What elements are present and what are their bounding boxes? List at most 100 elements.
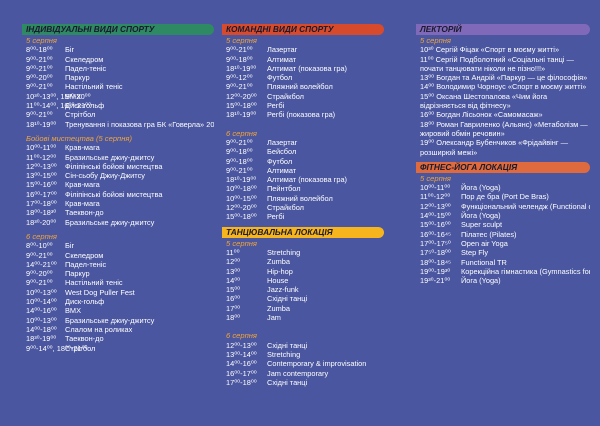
lecture-item: 11⁰⁰ Сергій Подболотний «Соціальні танці… — [420, 54, 574, 73]
schedule-activity: Корекційна гімнастика (Gymnastics for bo… — [461, 266, 590, 276]
schedule-time: 9⁰⁰-18⁰⁰ — [226, 54, 253, 64]
schedule-time: 16⁰⁰-17⁰⁰ — [26, 189, 57, 199]
schedule-activity: Скеледром — [65, 250, 104, 260]
schedule-row: 19³⁰-21⁰⁰ Йога (Yoga) — [416, 276, 590, 285]
schedule-activity: Настільний теніс — [65, 278, 123, 288]
schedule-row: 14⁰⁰-21⁰⁰ Падел-теніс — [22, 260, 214, 269]
schedule-row: 12⁰⁰ Zumba — [222, 257, 384, 266]
schedule-activity: Пілатес (Pilates) — [461, 229, 517, 239]
date-label: 5 серпня — [420, 36, 451, 45]
schedule-row: 11⁰⁰ Stretching — [222, 248, 384, 257]
schedule-row: 9⁰⁰-18⁰⁰ Футбол — [222, 157, 384, 166]
lecture-item: 14⁰⁰ Володимир Чорноус «Спорт в моєму жи… — [420, 82, 587, 92]
schedule-time: 12⁰⁰-13⁰⁰ — [26, 161, 57, 171]
schedule-row: 18¹⁰-19⁰⁰ Регбі (показова гра) — [222, 110, 384, 119]
schedule-time: 8⁰⁰-18⁰⁰ — [26, 45, 53, 55]
schedule-activity: Падел-теніс — [65, 259, 107, 269]
schedule-activity: Алтимат — [267, 165, 297, 175]
schedule-activity: Скеледром — [65, 54, 104, 64]
schedule-activity: Hip-hop — [267, 266, 293, 276]
schedule-row: 17⁵⁰-18⁰⁰ Step Fly — [416, 248, 590, 257]
schedule-row: 8⁰⁰-10⁰⁰ Біг — [22, 241, 214, 250]
schedule-row: 12⁰⁰-13⁰⁰ Філіпінські бойові мистецтва — [22, 162, 214, 171]
schedule-activity: Лазертаг — [267, 137, 298, 147]
schedule-activity: Бейсбол — [267, 147, 297, 157]
schedule-activity: Східні танці — [267, 377, 308, 387]
team-sports-header: Командні види спорту — [222, 24, 384, 35]
schedule-row: 15⁰⁰-16⁰⁰ Крав-мага — [22, 180, 214, 189]
lecture-item: 10³⁰ Сергій Фіцак «Спорт в моєму житті» — [420, 45, 560, 55]
lecture-list: 10³⁰ Сергій Фіцак «Спорт в моєму житті» 1… — [416, 45, 590, 157]
schedule-time: 9⁰⁰-21⁰⁰ — [26, 250, 53, 260]
schedule-row: 14⁰⁰-16⁰⁰ BMX — [22, 306, 214, 315]
schedule-row: 17⁰⁰-18⁰⁰ Східні танці — [222, 378, 384, 387]
schedule-time: 18³⁰-19⁰⁰ — [26, 334, 57, 344]
schedule-activity: Страйкбол — [267, 203, 304, 213]
schedule-row: 17⁰⁰-17⁵⁰ Open air Yoga — [416, 239, 590, 248]
schedule-row: 11⁰⁰-12⁰⁰ Бразильське джиу-джитсу — [22, 153, 214, 162]
individual-sports-column: Індивідуальні види спорту 5 серпня 8⁰⁰-1… — [22, 24, 214, 353]
schedule-time: 14⁰⁰-21⁰⁰ — [26, 259, 57, 269]
schedule-activity: Слалом на роликах — [65, 324, 133, 334]
schedule-time: 11⁰⁰-12⁰⁰ — [26, 152, 57, 162]
schedule-time: 9⁰⁰-18⁰⁰ — [226, 147, 253, 157]
schedule-time: 18¹⁰-19⁰⁰ — [26, 119, 57, 129]
schedule-row: 18⁰⁰ Jam — [222, 313, 384, 322]
schedule-activity: Jam contemporary — [267, 368, 329, 378]
schedule-time: 19⁰⁰-19³⁰ — [420, 266, 451, 276]
schedule-row: 9⁰⁰-21⁰⁰ Падел-теніс — [22, 64, 214, 73]
schedule-time: 11⁰⁰-14⁰⁰, 16⁰⁰-21⁰⁰ — [26, 101, 92, 111]
schedule-row: 18³⁰-19⁰⁰ Таеквон-до — [22, 334, 214, 343]
schedule-row: 9⁰⁰-21⁰⁰ Алтимат — [222, 166, 384, 175]
martial-arts-title: Бойові мистецтва (5 серпня) — [26, 133, 132, 143]
schedule-row: 14⁰⁰-16⁰⁰ Contemporary & improvisation — [222, 359, 384, 368]
schedule-row: 9⁰⁰-18⁰⁰ Алтимат — [222, 55, 384, 64]
lecture-item: 16⁰⁰ Богдан Лісьонок «Самомасаж» — [420, 110, 543, 120]
schedule-row: 9⁰⁰-20⁰⁰ Паркур — [22, 269, 214, 278]
schedule-time: 17⁰⁰-18⁰⁰ — [226, 377, 257, 387]
schedule-row: 9⁰⁰-21⁰⁰ Настільний теніс — [22, 82, 214, 91]
schedule-time: 19³⁰-21⁰⁰ — [420, 276, 451, 286]
schedule-row: 9⁰⁰-21⁰⁰ Лазертаг — [222, 45, 384, 54]
lecture-item: 19⁰⁰ Олександр Бубенчиков «Фрідайвінг — … — [420, 138, 568, 157]
schedule-time: 16⁰⁰-16⁴⁵ — [420, 229, 452, 239]
schedule-row: 12⁰⁰-13⁰⁰ Східні танці — [222, 341, 384, 350]
schedule-row: 12⁰⁰-20⁰⁰ Страйкбол — [222, 203, 384, 212]
schedule-row: 8⁰⁰-18⁰⁰ Біг — [22, 45, 214, 54]
schedule-row: 16⁰⁰-17⁰⁰ Jam contemporary — [222, 369, 384, 378]
schedule-time: 16⁰⁰ — [226, 294, 241, 304]
schedule-row: 16⁰⁰-17⁰⁰ Філіпінські бойові мистецтва — [22, 190, 214, 199]
schedule-activity: BMX — [65, 91, 82, 101]
schedule-row: 9⁰⁰-21⁰⁰ Настільний теніс — [22, 278, 214, 287]
date-label: 5 серпня — [26, 36, 57, 45]
schedule-activity: Бразильське джиу-джитсу — [65, 152, 155, 162]
schedule-activity: Функціональний челендж (Functional chall… — [461, 201, 590, 211]
schedule-activity: BMX — [65, 306, 82, 316]
schedule-time: 9⁰⁰-21⁰⁰ — [226, 137, 253, 147]
schedule-row: 12⁰⁰-20⁰⁰ Страйкбол — [222, 92, 384, 101]
date-label: 6 серпня — [226, 331, 257, 341]
schedule-row: 10⁰⁰-11⁰⁰ Крав-мага — [22, 143, 214, 152]
schedule-row: 18¹⁰-19⁰⁰ Алтимат (показова гра) — [222, 175, 384, 184]
schedule-activity: Бразильське джиу-джитсу — [65, 217, 155, 227]
schedule-time: 15⁰⁰-16⁰⁰ — [420, 220, 451, 230]
schedule-activity: Настільний теніс — [65, 82, 123, 92]
schedule-row: 16⁰⁰-16⁴⁵ Пілатес (Pilates) — [416, 230, 590, 239]
schedule-time: 9⁰⁰-21⁰⁰ — [26, 278, 53, 288]
schedule-activity: Йога (Yoga) — [461, 211, 501, 221]
schedule-activity: Стрітбол — [65, 110, 96, 120]
dance-day1-list: 11⁰⁰ Stretching 12⁰⁰ Zumba 13⁰⁰ Hip-hop 14⁰⁰ Ho… — [222, 248, 384, 322]
schedule-time: 8⁰⁰-10⁰⁰ — [26, 241, 53, 251]
schedule-time: 10⁰⁰-13⁰⁰ — [26, 315, 57, 325]
schedule-time: 18³⁰-20⁰⁰ — [26, 217, 57, 227]
schedule-time: 17⁵⁰-18⁰⁰ — [420, 248, 451, 258]
schedule-time: 15⁰⁰-16⁰⁰ — [26, 180, 57, 190]
schedule-row: 10³⁰-13⁰⁰, 15³⁰-20⁰⁰ BMX — [22, 92, 214, 101]
schedule-row: 14⁰⁰-18⁰⁰ Слалом на роликах — [22, 325, 214, 334]
schedule-activity: Регбі (показова гра) — [267, 110, 336, 120]
schedule-activity: Zumba — [267, 257, 291, 267]
dance-location-header: Танцювальна локація — [222, 226, 384, 238]
individual-day1-list: 8⁰⁰-18⁰⁰ Біг 9⁰⁰-21⁰⁰ Скеледром 9⁰⁰-21⁰⁰ Паде… — [22, 45, 214, 129]
fitness-yoga-header: Фітнес-йога локація — [416, 161, 590, 173]
schedule-activity: Філіпінські бойові мистецтва — [65, 161, 163, 171]
